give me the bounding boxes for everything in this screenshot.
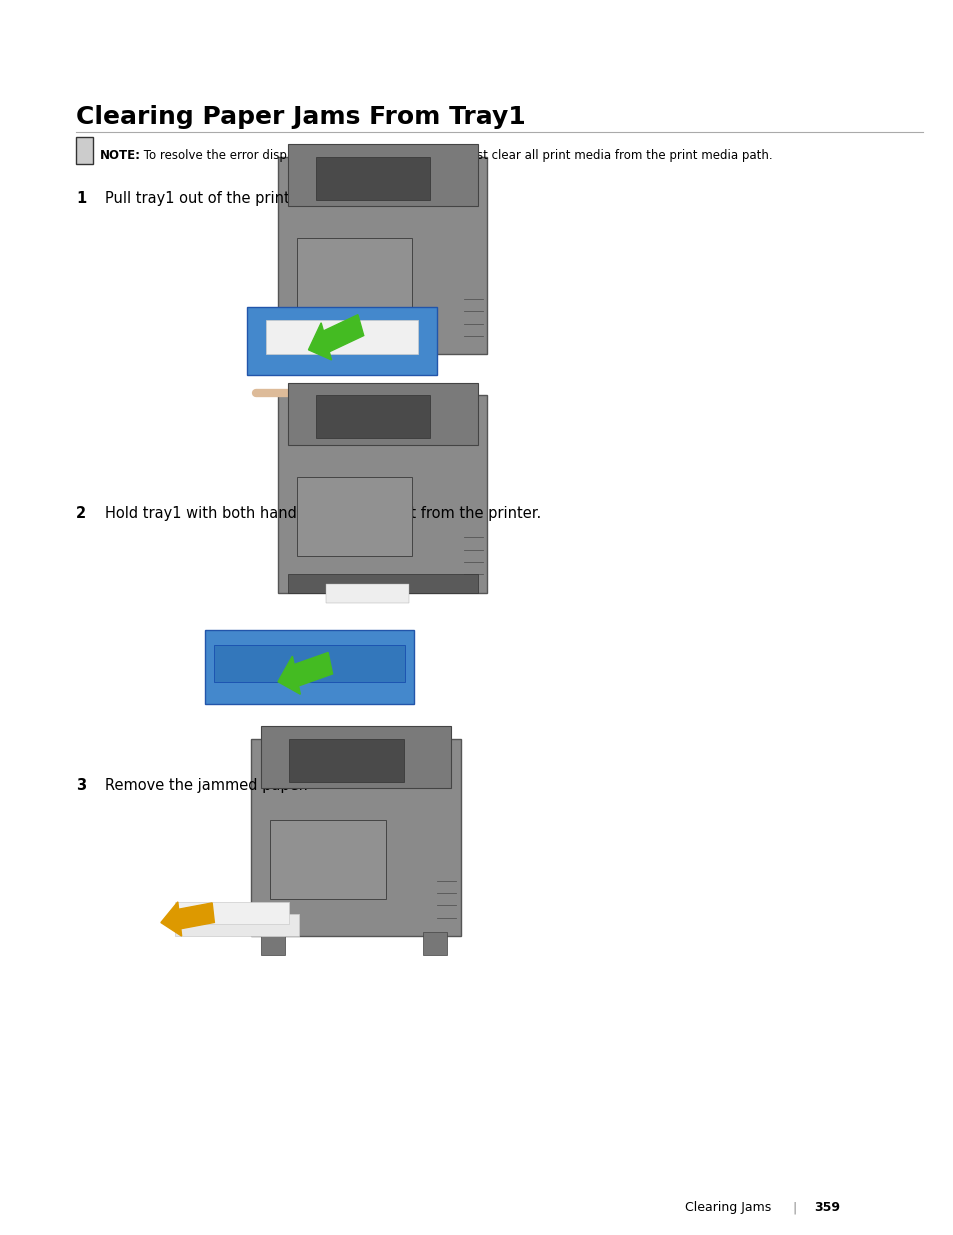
FancyBboxPatch shape bbox=[260, 726, 451, 788]
FancyBboxPatch shape bbox=[315, 157, 430, 200]
Text: Pull tray1 out of the printer about 200 mm.: Pull tray1 out of the printer about 200 … bbox=[105, 191, 421, 206]
FancyBboxPatch shape bbox=[265, 321, 417, 354]
FancyBboxPatch shape bbox=[325, 584, 409, 603]
Text: Remove the jammed paper.: Remove the jammed paper. bbox=[105, 778, 308, 793]
FancyBboxPatch shape bbox=[175, 902, 289, 924]
FancyBboxPatch shape bbox=[289, 739, 403, 782]
FancyBboxPatch shape bbox=[287, 383, 477, 445]
Text: |: | bbox=[788, 1202, 801, 1214]
Text: Clearing Jams: Clearing Jams bbox=[685, 1202, 771, 1214]
FancyBboxPatch shape bbox=[270, 820, 385, 899]
FancyArrow shape bbox=[308, 315, 363, 359]
FancyBboxPatch shape bbox=[277, 395, 487, 593]
FancyBboxPatch shape bbox=[260, 932, 284, 955]
FancyBboxPatch shape bbox=[277, 157, 487, 354]
Text: To resolve the error displayed on the LCD panel, you must clear all print media : To resolve the error displayed on the LC… bbox=[140, 149, 772, 163]
FancyBboxPatch shape bbox=[296, 238, 412, 317]
FancyArrow shape bbox=[277, 652, 333, 694]
Text: Hold tray1 with both hands, and remove it from the printer.: Hold tray1 with both hands, and remove i… bbox=[105, 506, 540, 521]
FancyBboxPatch shape bbox=[287, 144, 477, 206]
Text: 2: 2 bbox=[76, 506, 86, 521]
FancyBboxPatch shape bbox=[175, 914, 298, 936]
FancyArrow shape bbox=[161, 902, 214, 936]
Text: Clearing Paper Jams From Tray1: Clearing Paper Jams From Tray1 bbox=[76, 105, 525, 128]
FancyBboxPatch shape bbox=[287, 574, 477, 593]
FancyBboxPatch shape bbox=[315, 395, 430, 438]
Text: 3: 3 bbox=[76, 778, 86, 793]
FancyBboxPatch shape bbox=[246, 306, 436, 375]
Text: 359: 359 bbox=[813, 1202, 839, 1214]
FancyBboxPatch shape bbox=[422, 932, 446, 955]
FancyBboxPatch shape bbox=[205, 630, 414, 704]
Text: 1: 1 bbox=[76, 191, 87, 206]
FancyBboxPatch shape bbox=[251, 739, 460, 936]
FancyBboxPatch shape bbox=[296, 477, 412, 556]
Text: NOTE:: NOTE: bbox=[100, 149, 141, 163]
FancyBboxPatch shape bbox=[214, 645, 404, 682]
FancyBboxPatch shape bbox=[76, 137, 93, 164]
